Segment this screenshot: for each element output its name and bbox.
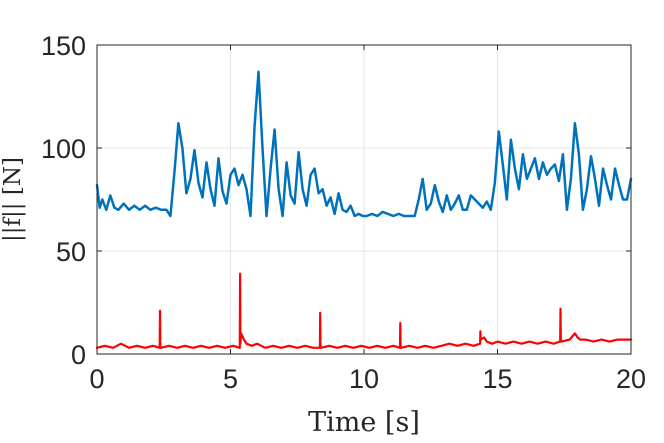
y-tick-label: 50 xyxy=(56,237,86,267)
series-line-1 xyxy=(95,70,633,218)
x-tick-label: 0 xyxy=(89,364,104,394)
x-tick-label: 20 xyxy=(616,364,646,394)
y-tick-label: 0 xyxy=(71,340,86,370)
y-axis-label: ||f|| [N] xyxy=(0,157,26,242)
series-line-2 xyxy=(95,272,633,349)
ticks xyxy=(96,44,632,355)
x-axis-label: Time [s] xyxy=(308,407,420,438)
x-tick-label: 15 xyxy=(482,364,512,394)
grid xyxy=(96,44,632,355)
tick-labels: 0 5 10 15 20 0 50 100 150 xyxy=(41,31,646,394)
x-tick-label: 5 xyxy=(223,364,238,394)
x-tick-label: 10 xyxy=(349,364,379,394)
y-tick-label: 100 xyxy=(41,134,86,164)
series-lines xyxy=(95,70,633,349)
y-tick-label: 150 xyxy=(41,31,86,61)
